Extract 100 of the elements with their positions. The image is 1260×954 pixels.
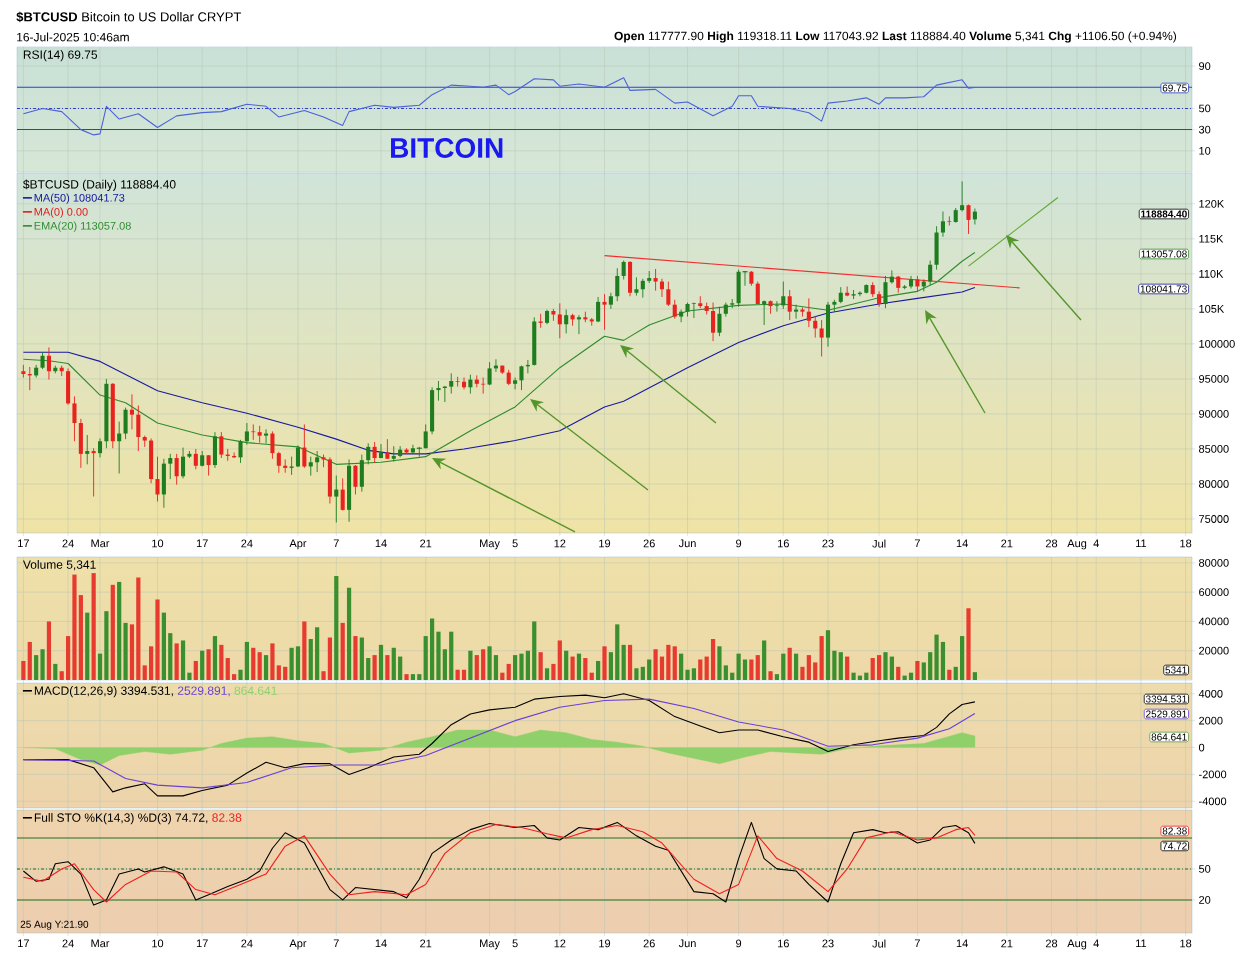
y-tick-label: 40000	[1198, 617, 1229, 626]
legend-label: MACD(12,26,9) 3394.531,	[34, 686, 173, 698]
x-tick-label: 23	[822, 939, 834, 948]
annotation: 82.38	[1162, 827, 1187, 835]
x-tick-label: 14	[375, 939, 387, 948]
annotation: 3394.531	[1145, 695, 1187, 703]
annotation: BITCOIN	[391, 138, 503, 158]
y-tick-label: 2000	[1199, 716, 1223, 725]
annotation: 113057.08	[1141, 250, 1187, 258]
annotation: 108041.73	[1140, 285, 1187, 293]
x-tick-label: Apr	[289, 539, 307, 550]
y-tick-label: 0	[1198, 743, 1205, 752]
x-tick-label: Aug	[1067, 939, 1087, 950]
text: 16-Jul-2025 10:46am	[17, 32, 129, 42]
x-tick-label: 24	[62, 939, 74, 948]
x-tick-label: 26	[643, 939, 655, 948]
text: $BTCUSD Bitcoin to US Dollar CRYPT	[16, 11, 242, 23]
y-tick-label: 100000	[1199, 340, 1235, 348]
y-tick-label: 90	[1199, 62, 1211, 70]
y-tick-label: 20	[1199, 896, 1211, 904]
x-tick-label: 4	[1093, 539, 1099, 548]
legend-label: MA(50) 108041.73	[34, 193, 125, 204]
chart-title: RSI(14) 69.75	[23, 50, 98, 62]
annotation: 864.641	[1151, 733, 1187, 741]
x-tick-label: Mar	[91, 939, 110, 948]
y-tick-label: 10	[1199, 146, 1211, 155]
x-tick-label: Jul	[872, 539, 886, 548]
x-tick-label: Apr	[289, 939, 307, 950]
y-tick-label: -2000	[1199, 770, 1227, 779]
chart-title: Volume 5,341	[22, 560, 96, 571]
annotation: 2529.891	[1146, 710, 1187, 718]
annotation: 69.75	[1162, 84, 1187, 92]
x-tick-label: 26	[643, 539, 655, 548]
x-tick-label: 21	[1001, 539, 1013, 548]
x-tick-label: 7	[914, 539, 920, 548]
y-tick-label: 115K	[1199, 235, 1224, 243]
x-tick-label: 11	[1136, 539, 1147, 548]
x-tick-label: 24	[62, 539, 74, 548]
x-tick-label: 9	[736, 939, 742, 948]
y-tick-label: 20000	[1199, 646, 1229, 655]
x-tick-label: Jun	[678, 539, 696, 548]
y-tick-label: 50	[1198, 865, 1211, 873]
y-tick-label: 85000	[1199, 445, 1229, 453]
x-tick-label: 24	[241, 939, 253, 948]
x-tick-label: 17	[196, 939, 208, 948]
x-tick-label: May	[480, 939, 500, 950]
x-tick-label: Aug	[1067, 539, 1087, 550]
x-tick-label: 18	[1180, 939, 1192, 948]
x-tick-label: 23	[822, 539, 834, 548]
x-tick-label: 14	[956, 939, 968, 948]
y-tick-label: 105K	[1199, 304, 1225, 313]
x-tick-label: 18	[1180, 539, 1192, 548]
x-tick-label: May	[480, 539, 500, 550]
x-tick-label: 19	[599, 939, 611, 948]
y-tick-label: 80000	[1199, 480, 1229, 488]
x-tick-label: 5	[512, 939, 518, 948]
legend-label: Full STO %K(14,3) %D(3) 74.72,	[34, 813, 208, 825]
x-tick-label: 7	[914, 939, 920, 948]
x-tick-label: 16	[778, 539, 789, 548]
text: 864.641	[234, 686, 277, 695]
x-tick-label: 16	[778, 939, 789, 948]
x-tick-label: 11	[1136, 939, 1147, 948]
x-tick-label: 17	[18, 939, 29, 948]
text: $BTCUSD (Daily) 118884.40	[23, 179, 176, 191]
x-tick-label: 7	[333, 539, 339, 548]
x-tick-label: 10	[152, 539, 164, 548]
legend-label: MA(0) 0.00	[34, 207, 88, 218]
x-tick-label: 9	[736, 539, 742, 548]
x-tick-label: 7	[333, 939, 339, 948]
x-tick-label: 14	[375, 539, 387, 548]
x-tick-label: 17	[196, 539, 208, 548]
x-tick-label: 17	[18, 539, 29, 548]
x-tick-label: 21	[420, 539, 432, 548]
y-tick-label: 4000	[1198, 689, 1223, 698]
x-tick-label: 19	[599, 539, 611, 548]
y-tick-label: 80000	[1199, 558, 1229, 567]
annotation: 74.72	[1162, 842, 1187, 850]
x-tick-label: Jun	[678, 939, 696, 948]
y-tick-label: 120K	[1199, 199, 1225, 208]
x-tick-label: 14	[956, 539, 968, 548]
text: 82.38	[212, 813, 242, 822]
x-tick-label: 21	[1001, 939, 1013, 948]
x-tick-label: 21	[420, 939, 432, 948]
x-tick-label: Jul	[872, 939, 886, 948]
x-tick-label: 5	[512, 539, 518, 548]
annotation: 5341	[1165, 666, 1187, 674]
y-tick-label: 30	[1198, 125, 1211, 134]
y-tick-label: 50	[1198, 104, 1211, 113]
y-tick-label: 110K	[1199, 269, 1224, 278]
x-tick-label: 12	[554, 539, 566, 548]
annotation: 25 Aug Y:21.90	[20, 920, 89, 930]
x-tick-label: 10	[152, 939, 164, 948]
legend-label: EMA(20) 113057.08	[34, 221, 131, 232]
text: Open 117777.90 High 119318.11 Low 117043.92 Last 118884.40 Volume 5,341 Chg +1106.50 (+0.94%)	[614, 31, 1177, 43]
y-tick-label: 75000	[1199, 515, 1229, 523]
y-tick-label: 90000	[1199, 410, 1229, 418]
y-tick-label: 95000	[1199, 375, 1229, 383]
x-tick-label: 28	[1045, 539, 1058, 548]
y-tick-label: -4000	[1199, 797, 1227, 806]
x-tick-label: 4	[1093, 939, 1099, 948]
